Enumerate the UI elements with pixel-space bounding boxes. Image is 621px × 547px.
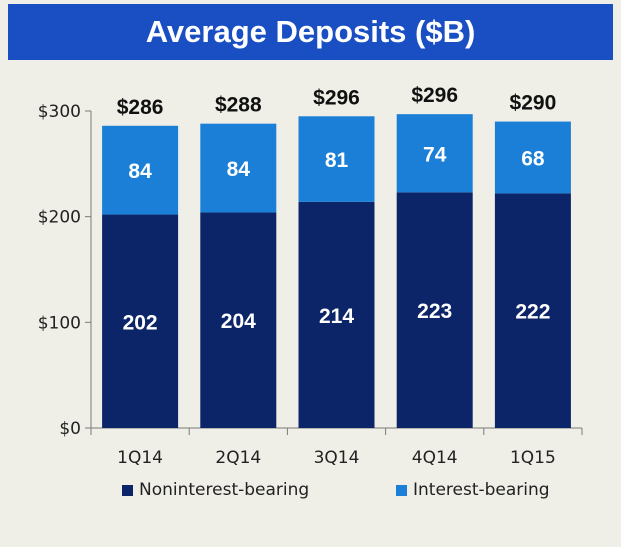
bar-value-label: 222 xyxy=(515,301,550,324)
labels: 202 84 $286 204 84 $288 214 81 $296 223 74 $296 222 6… xyxy=(117,84,557,334)
legend-item-noninterest: Noninterest-bearing xyxy=(122,480,309,500)
bar-interest-4q14 xyxy=(396,114,473,193)
bar-noninterest-1q14 xyxy=(102,214,179,428)
axes: $0 $100 $200 $300 1Q14 2Q14 3Q14 4Q14 1Q15 xyxy=(38,102,583,468)
bar-noninterest-4q14 xyxy=(396,192,473,428)
bar-value-label: 204 xyxy=(221,310,256,333)
bar-total-label: $286 xyxy=(117,96,164,119)
bar-value-label: 202 xyxy=(123,311,158,334)
bar-value-label: 214 xyxy=(319,305,354,328)
x-category-label: 1Q14 xyxy=(117,448,163,468)
bar-noninterest-3q14 xyxy=(298,201,375,428)
chart-title: Average Deposits ($B) xyxy=(145,14,476,49)
legend-swatch-noninterest xyxy=(122,484,133,496)
bar-total-label: $290 xyxy=(510,92,557,115)
bars xyxy=(102,114,571,428)
x-category-label: 3Q14 xyxy=(314,448,360,468)
bar-total-label: $296 xyxy=(411,84,458,107)
bar-total-label: $288 xyxy=(215,94,262,117)
bar-noninterest-1q15 xyxy=(494,193,571,428)
legend-label-noninterest: Noninterest-bearing xyxy=(139,480,310,500)
bar-value-label: 81 xyxy=(325,149,349,172)
bar-interest-3q14 xyxy=(298,116,375,202)
x-category-label: 1Q15 xyxy=(510,448,556,468)
legend-label-interest: Interest-bearing xyxy=(413,480,550,500)
bar-interest-2q14 xyxy=(200,123,277,213)
bar-value-label: 68 xyxy=(521,147,545,170)
y-tick-label: $300 xyxy=(38,102,81,122)
legend-item-interest: Interest-bearing xyxy=(396,480,550,500)
y-tick-label: $0 xyxy=(59,419,81,439)
bar-noninterest-2q14 xyxy=(200,212,277,428)
x-category-label: 4Q14 xyxy=(412,448,458,468)
legend-swatch-interest xyxy=(396,484,407,496)
bar-interest-1q14 xyxy=(102,125,179,215)
bar-value-label: 223 xyxy=(417,300,452,323)
y-tick-label: $100 xyxy=(38,313,81,333)
bar-value-label: 84 xyxy=(227,158,251,181)
legend: Noninterest-bearing Interest-bearing xyxy=(0,480,621,504)
bar-value-label: 74 xyxy=(423,143,447,166)
bar-value-label: 84 xyxy=(128,160,152,183)
x-category-label: 2Q14 xyxy=(215,448,261,468)
bar-total-label: $296 xyxy=(313,86,360,109)
y-tick-label: $200 xyxy=(38,208,81,228)
chart-title-bar: Average Deposits ($B) xyxy=(8,4,613,60)
bar-interest-1q15 xyxy=(494,121,571,194)
